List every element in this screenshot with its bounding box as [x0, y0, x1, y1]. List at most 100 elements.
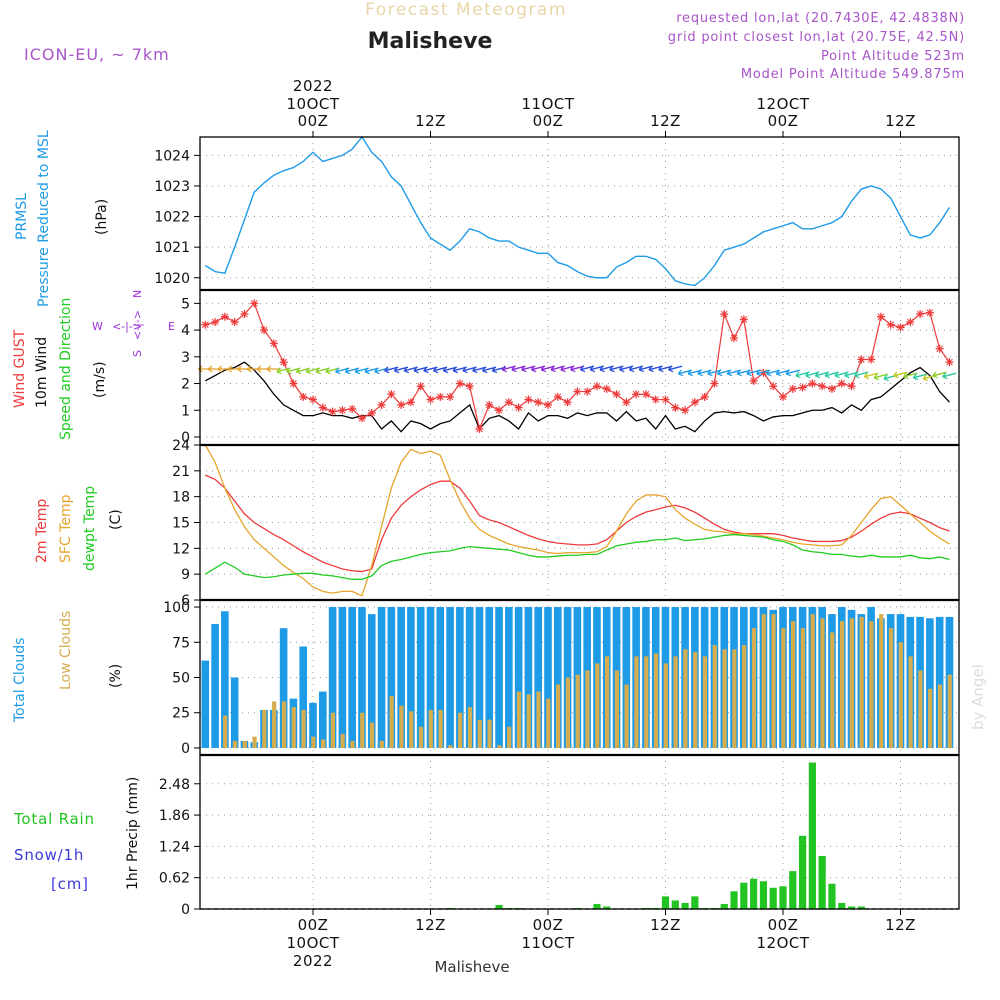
- gust-marker-d2: [348, 405, 356, 413]
- snow-label: Snow/1h: [14, 846, 84, 864]
- gust-marker-d2: [671, 404, 679, 411]
- gust-marker: [886, 320, 895, 329]
- total-cloud-bar: [279, 628, 288, 748]
- wind-direction-arrow: [550, 365, 565, 373]
- low-cloud-bar: [399, 705, 404, 748]
- gust-marker-d2: [534, 398, 542, 406]
- arrow-head: [442, 366, 449, 374]
- wind-direction-arrow: [648, 365, 663, 373]
- arrow-shaft: [854, 371, 869, 377]
- gust-marker-d2: [740, 316, 748, 323]
- gust-marker-d2: [838, 380, 846, 387]
- arrow-shaft: [893, 371, 908, 377]
- rain-bar: [847, 906, 856, 909]
- low-cloud-bar: [790, 621, 796, 748]
- gust-marker: [788, 384, 797, 393]
- arrow-head: [481, 366, 488, 374]
- total-cloud-bar: [201, 660, 210, 748]
- total-cloud-bar: [221, 611, 229, 748]
- top-xtick-label: 00Z: [533, 112, 564, 130]
- gust-marker-d2: [397, 401, 405, 409]
- gust-marker: [622, 398, 631, 407]
- arrow-shaft: [570, 365, 585, 371]
- gust-marker-d2: [280, 358, 287, 366]
- gust-marker-d2: [691, 398, 699, 406]
- plot-layer: 1020102110221023102401234569121518212402…: [154, 77, 960, 970]
- wind-direction-arrow: [305, 367, 320, 375]
- arrow-shaft: [276, 367, 291, 373]
- arrow-shaft: [678, 369, 693, 375]
- gust-marker-d2: [906, 318, 914, 326]
- arrow-shaft: [364, 367, 379, 373]
- rain-bar: [740, 882, 748, 909]
- gust-marker-d2: [613, 390, 620, 398]
- gust-marker: [730, 334, 739, 343]
- wind-direction-arrow: [844, 371, 859, 379]
- wind-direction-arrow: [462, 366, 477, 374]
- gust-marker-d2: [799, 384, 806, 391]
- arrow-head: [785, 369, 791, 377]
- gust-marker: [916, 310, 925, 319]
- low-cloud-bar: [565, 677, 570, 748]
- gust-marker: [524, 395, 533, 404]
- arrow-shaft: [717, 369, 732, 375]
- gust-marker: [426, 395, 435, 404]
- gust-marker: [837, 379, 846, 388]
- gust-marker-d2: [593, 382, 601, 390]
- arrow-shaft: [736, 369, 751, 375]
- precip-ytick-label: 1.24: [159, 839, 190, 855]
- prmsl-unit: (hPa): [94, 199, 110, 235]
- arrow-head: [462, 366, 468, 374]
- gust-marker: [289, 379, 298, 388]
- wind-label: 10m Wind: [34, 337, 50, 408]
- low-cloud-bar: [859, 616, 864, 748]
- wind-direction-arrow: [668, 365, 683, 373]
- low-cloud-bar: [467, 707, 473, 748]
- gust-marker: [749, 376, 758, 385]
- wind-direction-arrow: [325, 367, 340, 375]
- gust-marker-d2: [916, 310, 924, 318]
- low-cloud-bar: [869, 621, 874, 748]
- low-cloud-bar: [634, 656, 639, 748]
- wind-direction-arrow: [873, 373, 888, 381]
- arrow-head: [384, 366, 390, 374]
- grid-point-coords: grid point closest lon,lat (20.75E, 42.5…: [668, 30, 965, 45]
- gust-marker-d2: [221, 313, 229, 321]
- low-cloud-bar: [604, 656, 610, 748]
- rain-bar: [730, 891, 738, 909]
- gust-marker-d2: [525, 396, 532, 403]
- super-title: Forecast Meteogram: [365, 0, 567, 20]
- requested-coords: requested lon,lat (20.7430E, 42.4838N): [676, 11, 965, 26]
- arrow-shaft: [355, 367, 369, 373]
- gust-marker: [495, 406, 504, 415]
- arrow-head: [873, 373, 880, 381]
- low-cloud-bar: [614, 670, 619, 748]
- gust-marker-d2: [505, 398, 513, 406]
- arrow-shaft: [501, 365, 516, 371]
- total-cloud-bar: [534, 607, 543, 748]
- gust-marker: [592, 382, 601, 391]
- wind-direction-arrow: [354, 367, 369, 375]
- low-cloud-label: Low Clouds: [58, 611, 74, 690]
- wind-direction-arrow: [315, 367, 330, 375]
- arrow-head: [550, 365, 556, 373]
- precip-ytick-label: 0: [181, 902, 190, 918]
- wind-direction-arrow: [716, 369, 732, 377]
- gust-marker: [847, 382, 856, 391]
- gust-marker: [309, 395, 317, 404]
- gust-marker-d2: [339, 406, 346, 414]
- wind-direction-arrow: [687, 369, 702, 377]
- wind-direction-arrow: [805, 371, 820, 379]
- arrow-head: [354, 367, 361, 375]
- arrow-shaft: [472, 366, 487, 372]
- gust-marker-d2: [309, 396, 317, 403]
- top-date-label: 11OCT: [521, 95, 574, 113]
- bottom-xtick-label: 00Z: [298, 916, 329, 934]
- temp-labels: 2m Temp SFC Temp dewpt Temp (C): [34, 486, 124, 571]
- rain-bar: [720, 903, 728, 909]
- prmsl-label: PRMSL: [14, 193, 30, 240]
- gust-marker-d2: [887, 321, 895, 329]
- gust-marker: [279, 358, 288, 367]
- wind-ytick-label: 0: [181, 430, 190, 446]
- gust-marker: [436, 392, 445, 401]
